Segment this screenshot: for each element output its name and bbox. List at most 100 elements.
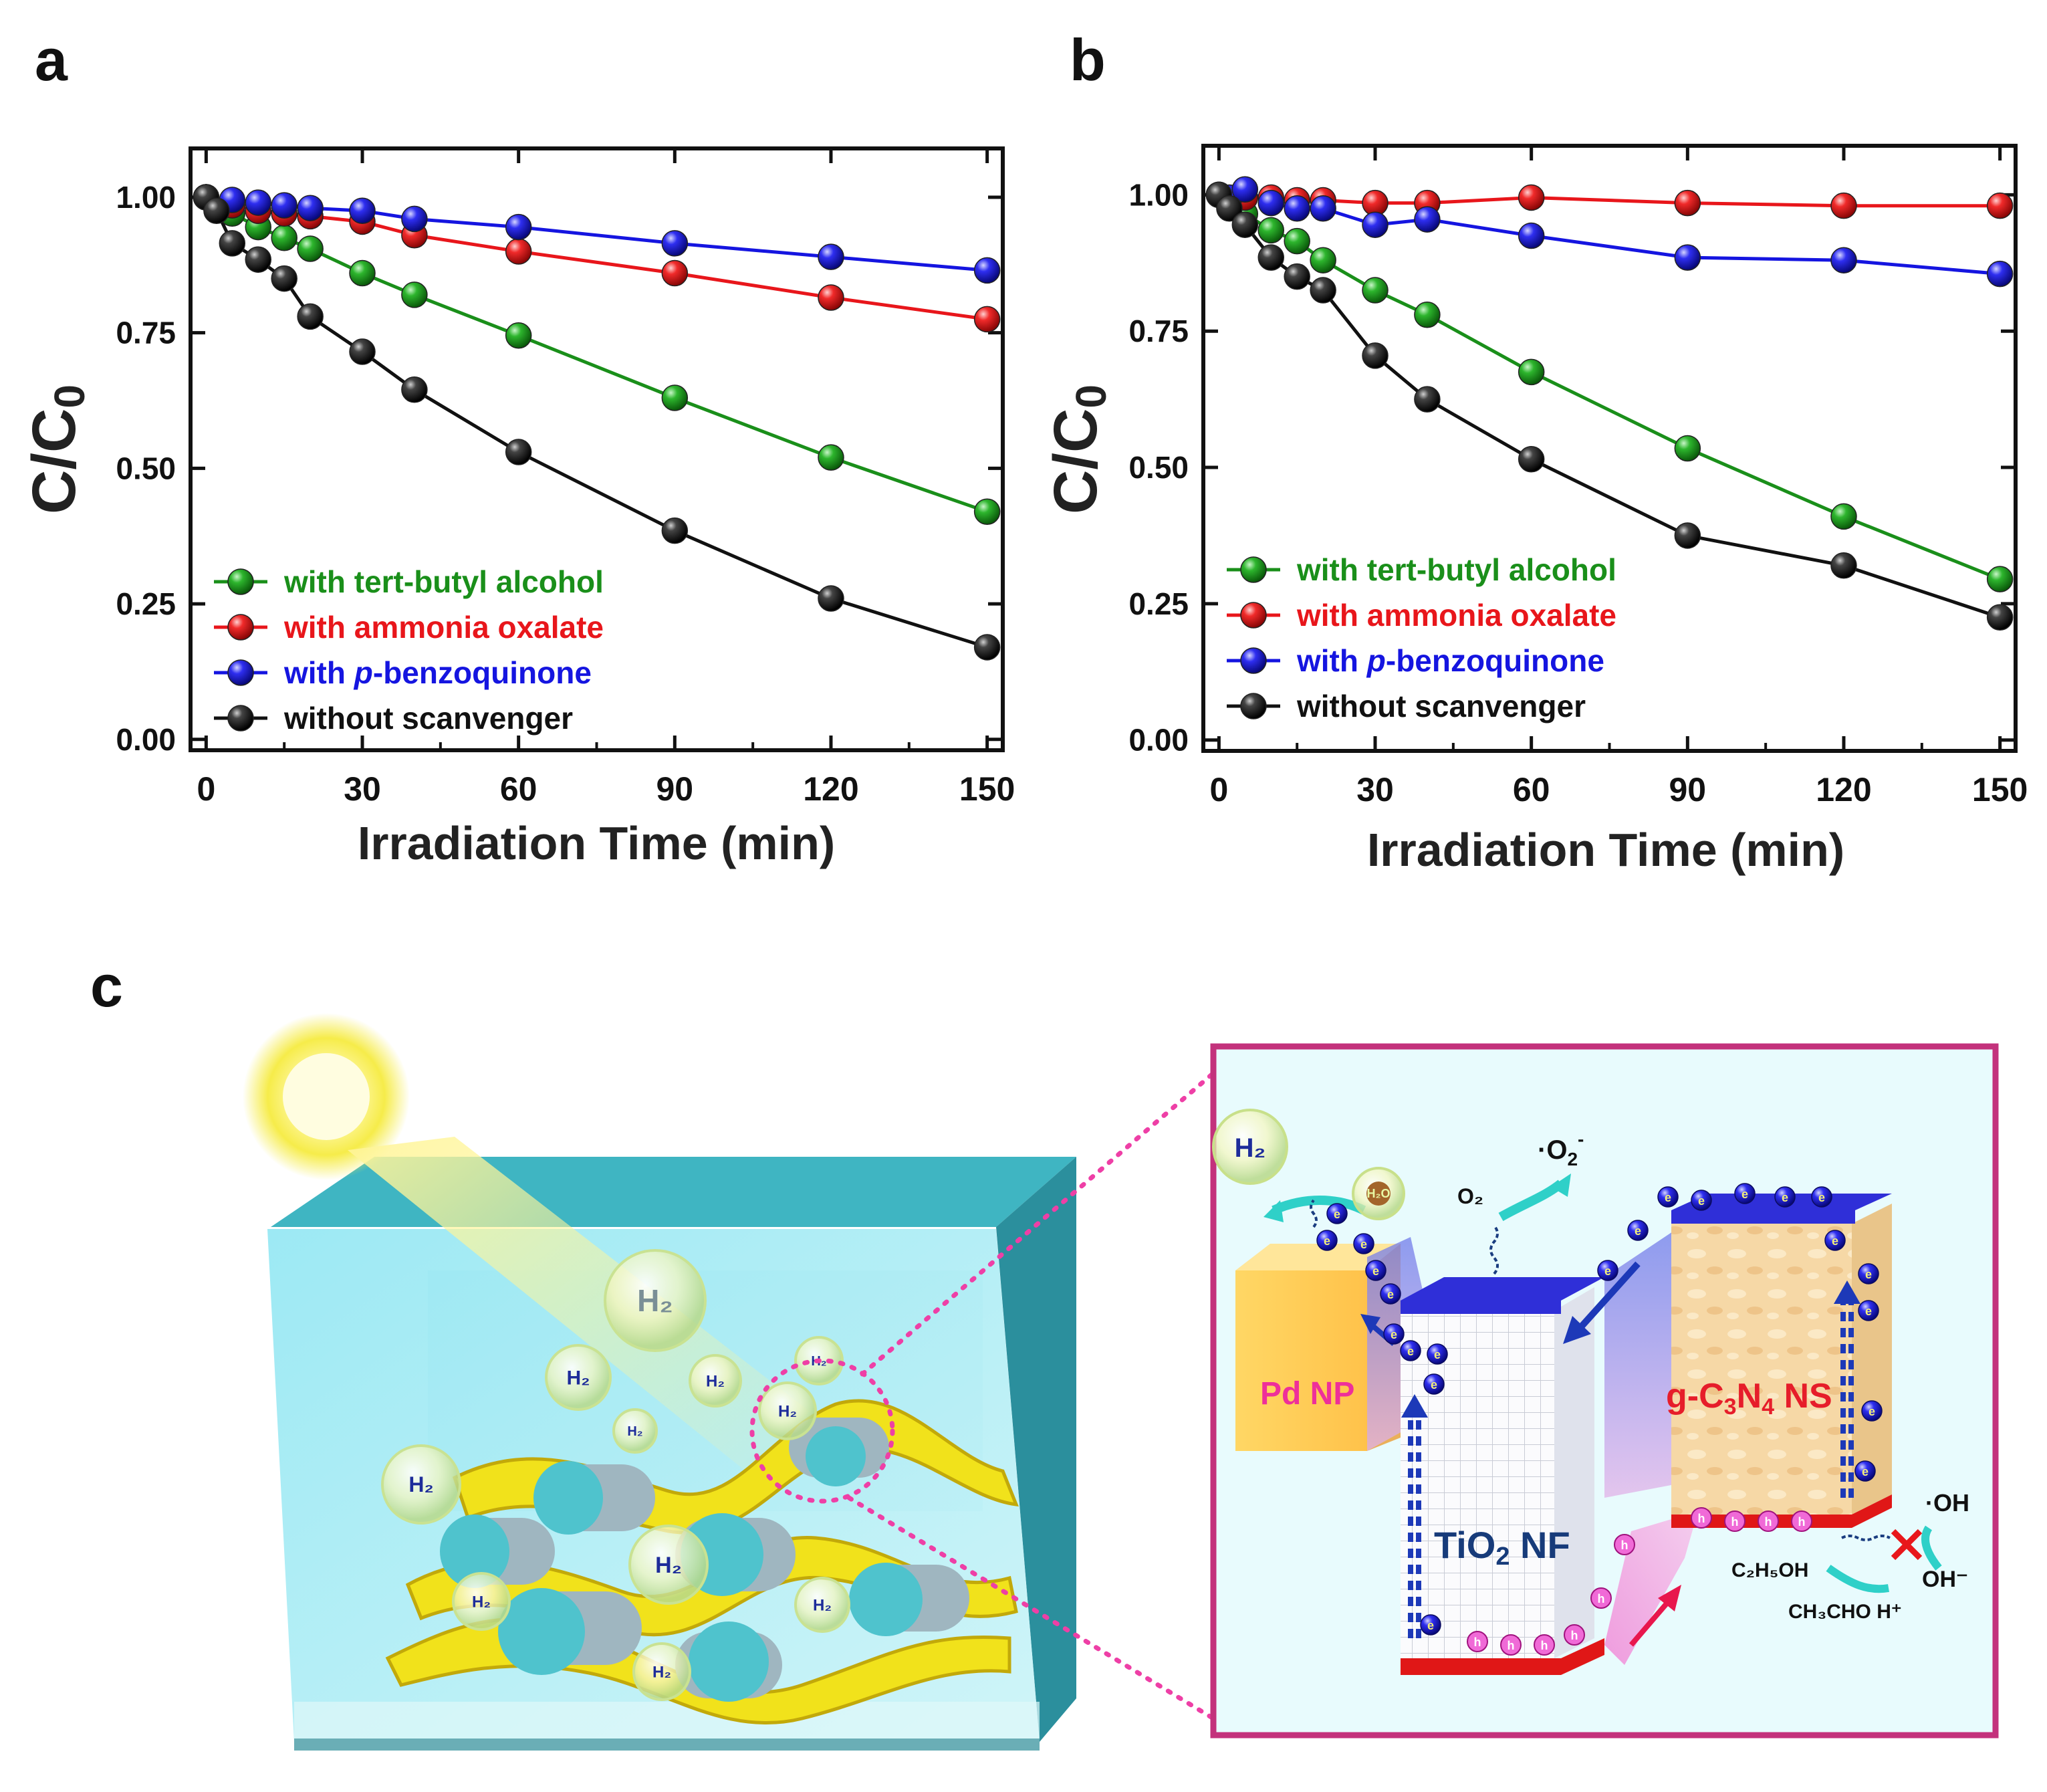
hole-label: h	[1541, 1639, 1548, 1652]
chart-a-point-tba	[349, 259, 376, 287]
hole-label: h	[1698, 1512, 1705, 1525]
hole-label: h	[1621, 1539, 1629, 1552]
hole-label: h	[1765, 1515, 1772, 1529]
electron-icon	[1383, 1323, 1405, 1345]
chart-b-ytick-label: 0.50	[1128, 450, 1189, 485]
chart-b-xtick-label: 60	[1513, 771, 1550, 808]
chart-b-point-bq	[1284, 195, 1310, 222]
chart-b-legend-marker-none	[1240, 693, 1267, 719]
panel-b-label: b	[1070, 27, 1106, 93]
chart-b: 0 30 60 90 120 150 0.00 0.25 0.50 0.75 1.00 with t…	[1042, 144, 2028, 876]
blocked-cross-b	[1891, 1529, 1923, 1561]
chart-a-point-bq	[349, 197, 376, 224]
hole-icon	[1614, 1534, 1635, 1555]
h2o-molecule	[1366, 1182, 1391, 1206]
h2-bubble	[758, 1381, 817, 1440]
gcn-label-b: N	[1737, 1377, 1762, 1416]
electron-icon	[1423, 1373, 1445, 1395]
chart-a-point-none	[505, 439, 532, 465]
chart-b-point-none	[1362, 342, 1389, 369]
chart-a-ytick-label: 1.00	[116, 180, 176, 215]
h2-evolution-arrowhead	[1263, 1200, 1284, 1222]
chart-a-line-tba	[205, 195, 988, 514]
superoxide-label: ·O2-	[1538, 1129, 1584, 1169]
chart-b-point-tba	[1414, 301, 1441, 328]
electron-label: e	[1431, 1378, 1437, 1391]
electron-icon	[1657, 1186, 1679, 1208]
chart-b-point-tba	[1310, 247, 1336, 273]
chart-b-point-bq	[1518, 222, 1545, 249]
acetaldehyde-label: CH₃CHO H⁺	[1788, 1601, 1902, 1623]
h2-bubble-label: H₂	[472, 1593, 491, 1611]
chart-b-point-none	[1986, 604, 2014, 631]
tio2-excitation-arrowhead	[1401, 1394, 1428, 1418]
superoxide-sup: -	[1578, 1129, 1584, 1149]
h2o-label: H₂O	[1367, 1187, 1391, 1200]
o2-reduction-arrowhead	[1551, 1173, 1571, 1197]
tio2-to-pd-arrowhead	[1360, 1314, 1380, 1334]
chart-b-point-none	[1518, 446, 1545, 473]
chart-a-ylabel-sub: 0	[45, 384, 94, 409]
chart-a-legend-prefix: with	[283, 655, 354, 690]
electron-label: e	[1360, 1238, 1367, 1251]
chart-b-point-bq	[1257, 189, 1284, 217]
excitation-arrows	[1408, 1301, 1854, 1638]
chart-a-xtick-label: 60	[500, 770, 537, 808]
h2-bubble	[604, 1249, 707, 1352]
electron-label: e	[1782, 1191, 1788, 1204]
tio2-side	[1554, 1287, 1594, 1658]
chart-b-xlabel: Irradiation Time (min)	[1367, 824, 1844, 876]
chart-a-legend-italic: p	[353, 655, 373, 690]
chart-b-legend-suffix: -benzoquinone	[1386, 643, 1604, 678]
electron-icon	[1420, 1614, 1441, 1636]
hole-icon	[1467, 1631, 1488, 1652]
connector-tio2-gcn	[1604, 1230, 1675, 1498]
nanofiber-6-end	[849, 1563, 923, 1636]
electron-label: e	[1698, 1194, 1705, 1208]
chart-a-ytick-label: 0.50	[116, 451, 176, 485]
oh-minus-label: OH⁻	[1922, 1567, 1968, 1592]
chart-a-legend-label-bq: with p-benzoquinone	[283, 655, 592, 690]
h2-bubble-mechanism-label: H₂	[1235, 1133, 1266, 1163]
electron-icon	[1365, 1260, 1387, 1281]
chart-b-xtick-label: 30	[1356, 771, 1394, 808]
chart-a-point-bq	[245, 189, 271, 216]
chart-a-legend-marker-none	[227, 705, 254, 732]
chart-a-point-bq	[505, 213, 532, 241]
o2-label: O₂	[1457, 1184, 1483, 1208]
nanofiber-5-end	[498, 1588, 585, 1675]
h2-bubble	[689, 1354, 742, 1408]
chart-a-point-none	[297, 303, 324, 330]
box-bottom	[294, 1702, 1040, 1742]
chart-a-ytick-label: 0.75	[116, 316, 176, 350]
chart-b-legend-marker-tba	[1240, 556, 1267, 583]
chart-b-point-bq	[1362, 211, 1389, 238]
electron-label: e	[1434, 1348, 1441, 1361]
h2-bubble	[632, 1642, 691, 1701]
chart-a-point-none	[203, 197, 230, 224]
electron-icon	[1353, 1233, 1374, 1254]
chart-b-legend-label-none: without scanvenger	[1296, 689, 1586, 723]
hole-icon	[1691, 1507, 1712, 1529]
chart-b-point-bq	[1830, 247, 1857, 273]
chart-a-point-bq	[271, 192, 297, 219]
electron-label: e	[1324, 1234, 1330, 1248]
chart-b-point-none	[1830, 552, 1857, 579]
hole-label: h	[1798, 1515, 1806, 1529]
chart-b-point-ao	[1830, 192, 1857, 219]
chart-a-point-ao	[818, 284, 844, 311]
electron-label: e	[1665, 1191, 1671, 1204]
chart-b-point-none	[1231, 211, 1259, 238]
chart-a-ylabel-main: C/C	[20, 409, 88, 514]
gcn-label-c: NS	[1774, 1377, 1832, 1416]
hole-label: h	[1571, 1629, 1578, 1642]
oh-radical-label: ·OH	[1925, 1489, 1969, 1517]
electron-icon	[1326, 1203, 1348, 1224]
electron-icon	[1427, 1343, 1448, 1365]
chart-b-point-ao	[1674, 189, 1701, 217]
h2-bubble-label: H₂	[706, 1372, 725, 1390]
nanofiber-4-end	[806, 1426, 866, 1486]
chart-b-ylabel: C/C0	[1042, 384, 1115, 514]
chart-a-point-bq	[297, 195, 324, 221]
